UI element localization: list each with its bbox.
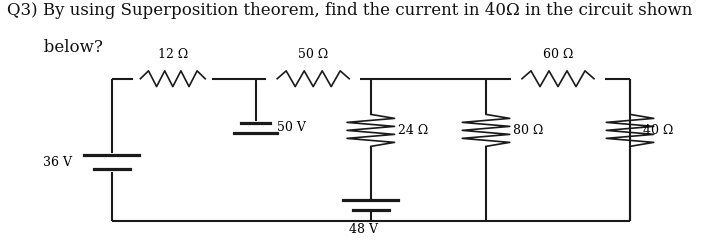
Text: 12 Ω: 12 Ω <box>158 48 188 62</box>
Text: 40 Ω: 40 Ω <box>643 124 673 137</box>
Text: 36 V: 36 V <box>43 156 72 169</box>
Text: 24 Ω: 24 Ω <box>398 124 428 137</box>
Text: 60 Ω: 60 Ω <box>543 48 573 62</box>
Text: 50 Ω: 50 Ω <box>298 48 328 62</box>
Text: 50 V: 50 V <box>277 122 306 134</box>
Text: Q3) By using Superposition theorem, find the current in 40Ω in the circuit shown: Q3) By using Superposition theorem, find… <box>7 2 693 19</box>
Text: below?: below? <box>7 39 103 56</box>
Text: 48 V: 48 V <box>349 223 378 236</box>
Text: 80 Ω: 80 Ω <box>513 124 544 137</box>
